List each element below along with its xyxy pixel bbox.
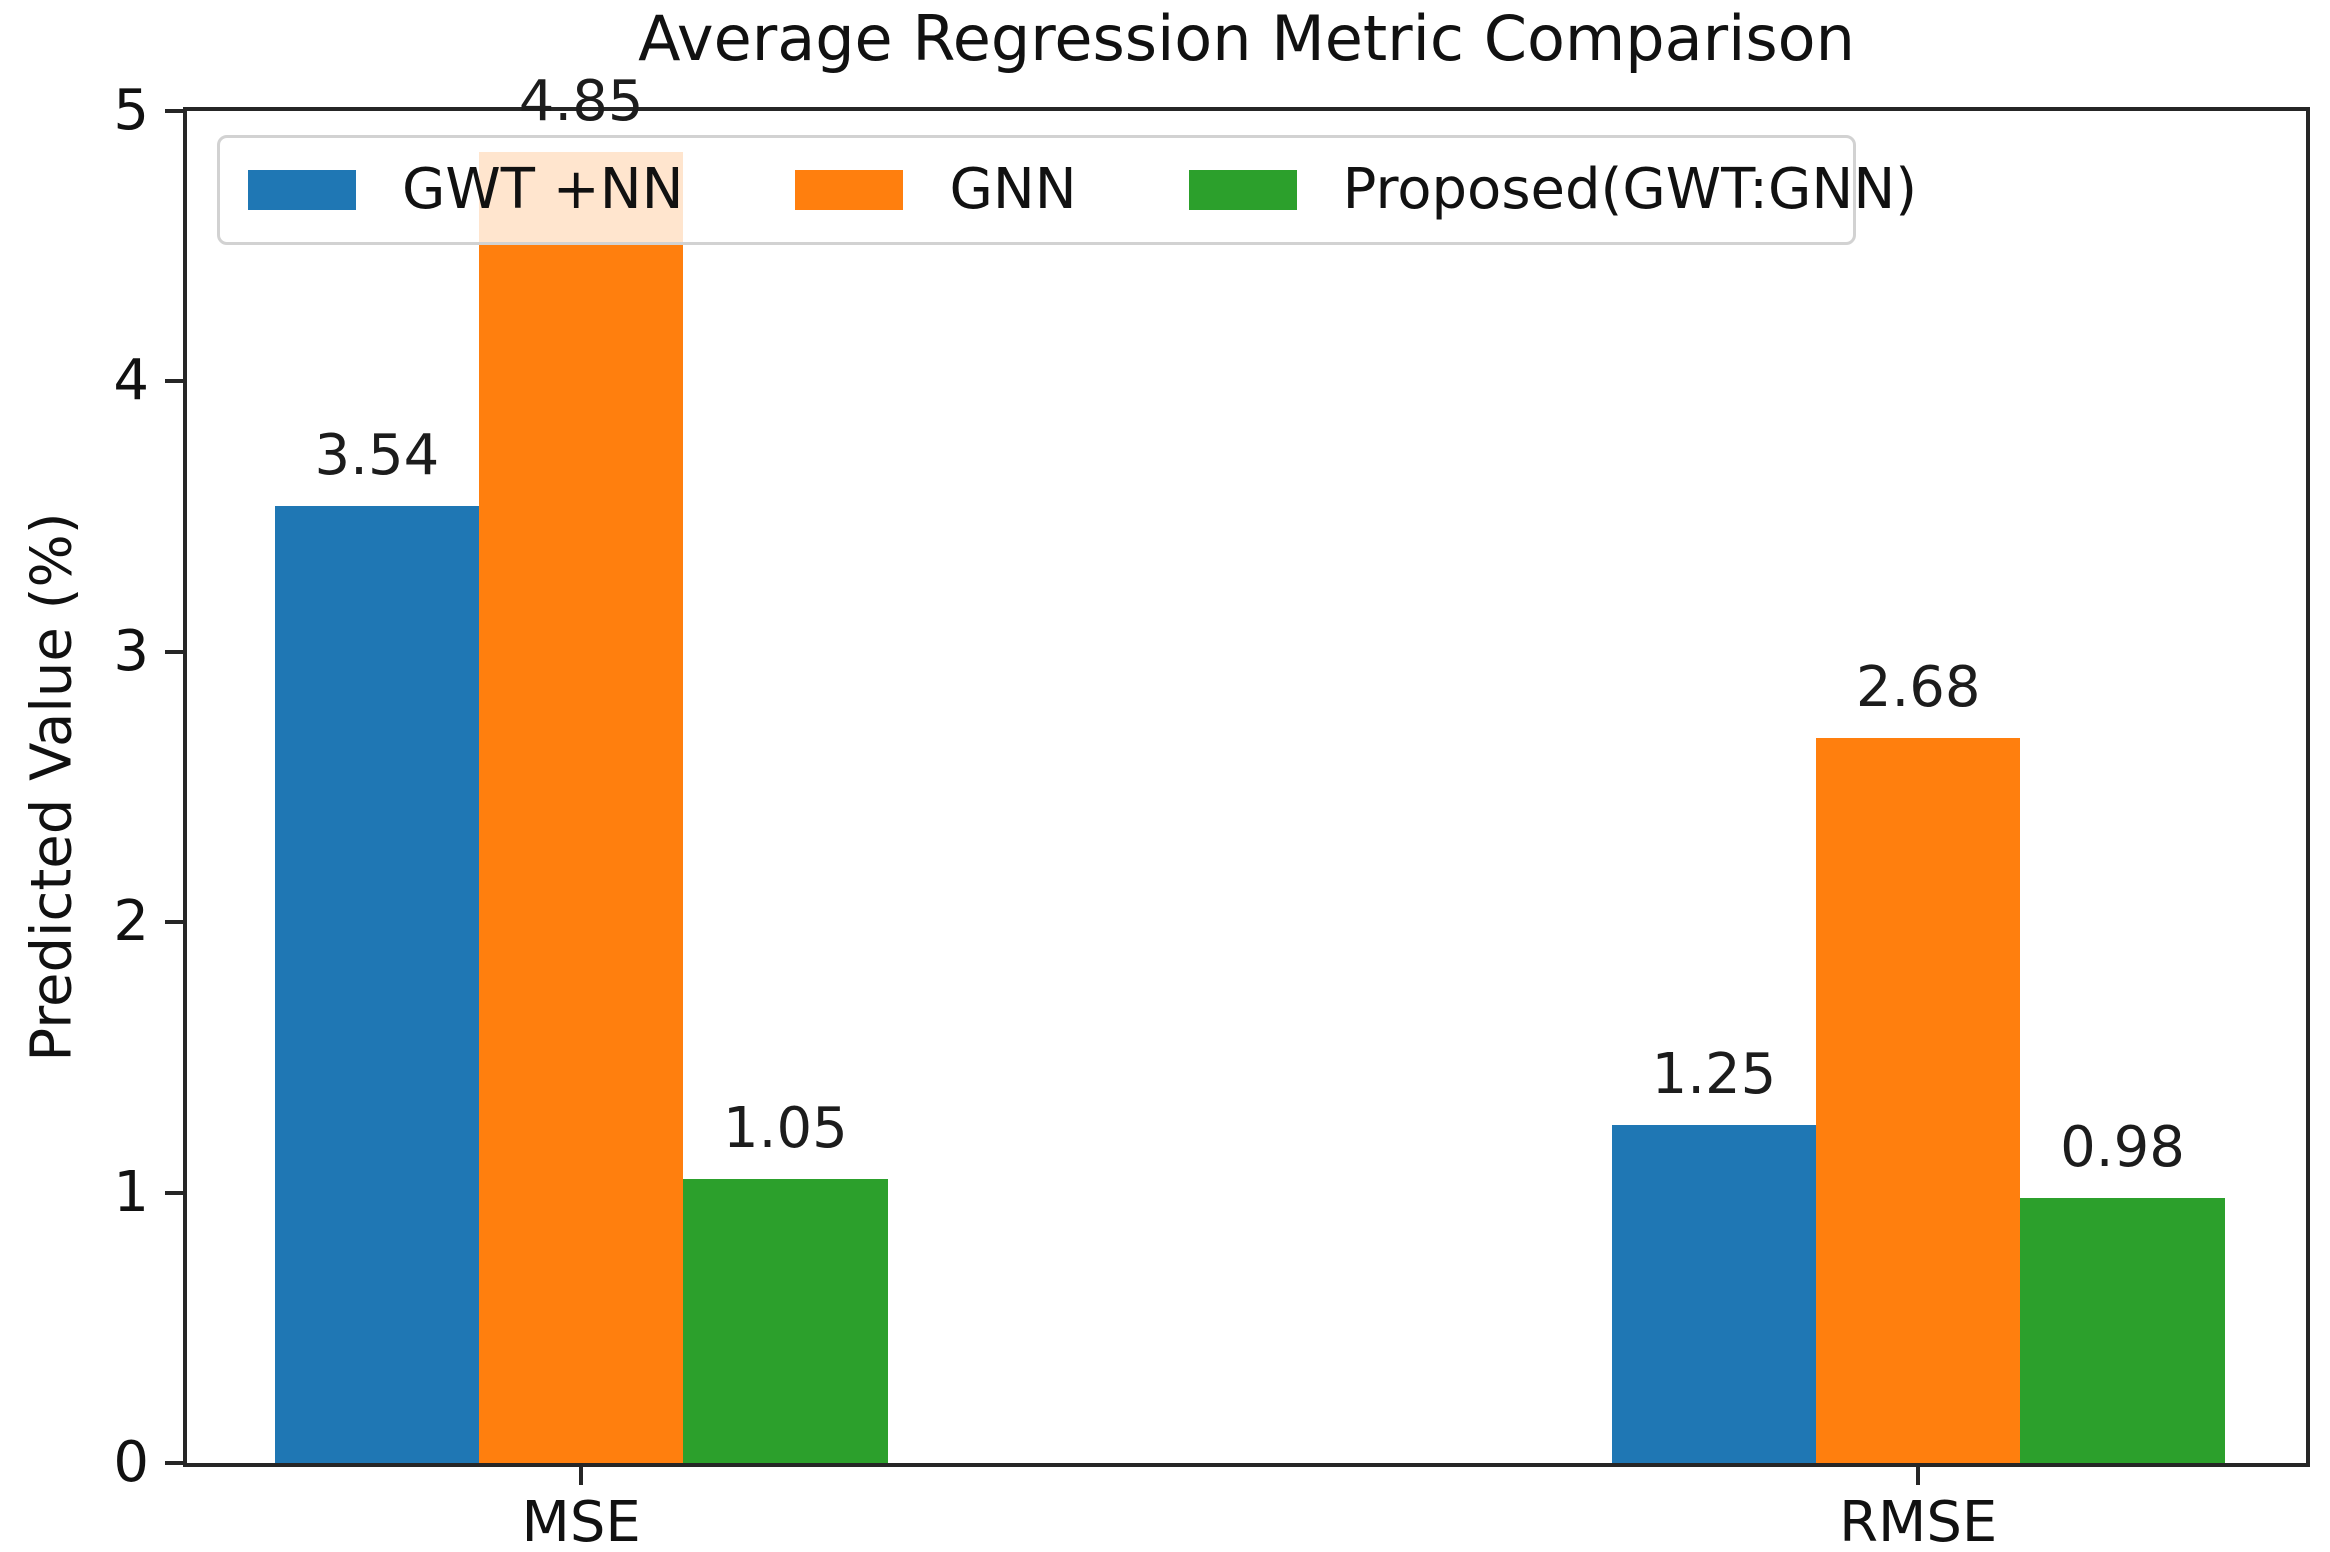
y-tick-mark <box>165 649 187 654</box>
y-tick-mark <box>165 1190 187 1195</box>
legend: GWT +NN GNN Proposed(GWT:GNN) <box>217 135 1917 245</box>
bar-Proposed(GWT:GNN)-RMSE <box>2020 1198 2225 1463</box>
bar-GNN-RMSE <box>1816 738 2021 1463</box>
y-tick-mark <box>165 109 187 113</box>
legend-swatch-icon <box>248 170 356 210</box>
legend-swatch-icon <box>1188 170 1297 210</box>
bar-Proposed(GWT:GNN)-MSE <box>683 1179 888 1463</box>
y-tick-label: 5 <box>113 78 149 143</box>
y-axis-label: Predicted Value (%) <box>19 512 85 1062</box>
legend-swatch-icon <box>795 170 904 210</box>
bar-value-label: 1.25 <box>1651 1042 1777 1107</box>
chart-title: Average Regression Metric Comparison <box>638 2 1855 75</box>
bar-GWT +NN-RMSE <box>1611 1125 1817 1463</box>
y-tick-label: 3 <box>113 618 149 684</box>
legend-label: Proposed(GWT:GNN) <box>1342 157 1918 222</box>
x-tick-label: RMSE <box>1839 1490 1998 1552</box>
x-tick-label: MSE <box>521 1490 641 1552</box>
bar-value-label: 2.68 <box>1855 655 1981 721</box>
y-tick-mark <box>165 920 187 925</box>
bar-value-label: 4.85 <box>518 68 644 134</box>
x-tick-mark <box>579 1463 584 1485</box>
legend-item: GNN <box>795 157 1077 222</box>
bar-GNN-MSE <box>478 151 684 1463</box>
y-tick-mark <box>165 1461 187 1465</box>
y-tick-label: 0 <box>113 1430 149 1495</box>
bar-GWT +NN-MSE <box>274 505 479 1463</box>
bar-value-label: 3.54 <box>314 422 440 488</box>
legend-item: Proposed(GWT:GNN) <box>1188 157 1918 222</box>
y-tick-label: 4 <box>113 348 149 414</box>
y-tick-mark <box>165 379 187 384</box>
bar-value-label: 0.98 <box>2060 1115 2185 1181</box>
y-tick-label: 2 <box>113 889 149 955</box>
y-tick-label: 1 <box>113 1159 149 1225</box>
bar-value-label: 1.05 <box>723 1096 848 1162</box>
x-tick-mark <box>1916 1463 1921 1485</box>
legend-item: GWT +NN <box>248 162 683 218</box>
legend-label: GWT +NN <box>402 157 684 222</box>
legend-label: GNN <box>949 157 1077 222</box>
